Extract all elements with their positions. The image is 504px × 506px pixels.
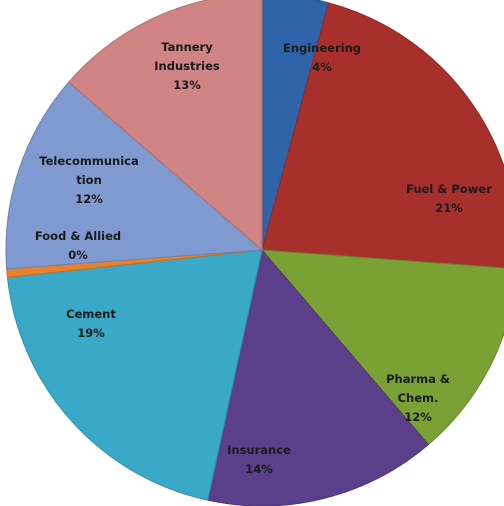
pie-slice-pharma xyxy=(260,249,504,446)
pie-labels: Engineering 4% Fuel & Power 21% Pharma & Chem… xyxy=(35,40,492,476)
slice-label-line: Fuel & Power xyxy=(406,182,492,196)
pie-slice-telecommunica xyxy=(5,81,264,270)
slice-label-line: Pharma & xyxy=(386,372,450,386)
slice-label-line: Industries xyxy=(154,59,220,73)
slice-label-line: Chem. xyxy=(398,391,439,405)
slice-label-line: Telecommunica xyxy=(39,154,138,168)
slice-label-food-allied: Food & Allied 0% xyxy=(35,229,121,262)
slice-label-tannery: Tannery Industries 13% xyxy=(154,40,220,92)
pie-slices xyxy=(5,0,504,506)
pie-slice-cement xyxy=(6,249,263,501)
slice-label-line: 21% xyxy=(435,201,463,215)
pie-slice-fuel-power xyxy=(261,2,504,269)
slice-label-line: Insurance xyxy=(227,443,291,457)
slice-label-line: tion xyxy=(76,173,102,187)
slice-label-line: 12% xyxy=(75,192,103,206)
slice-label-line: 13% xyxy=(173,78,201,92)
slice-label-line: 19% xyxy=(77,326,105,340)
slice-label-engineering: Engineering 4% xyxy=(283,41,361,74)
slice-label-fuel-power: Fuel & Power 21% xyxy=(406,182,492,215)
pie-slice-tannery xyxy=(68,0,263,252)
slice-label-telecommunica: Telecommunica tion 12% xyxy=(39,154,138,206)
slice-label-line: Cement xyxy=(66,307,116,321)
slice-label-line: 4% xyxy=(312,60,332,74)
slice-label-line: 14% xyxy=(245,462,273,476)
slice-label-line: 12% xyxy=(404,410,432,424)
pie-slice-insurance xyxy=(207,248,430,506)
slice-label-line: 0% xyxy=(68,248,88,262)
slice-label-cement: Cement 19% xyxy=(66,307,116,340)
slice-label-insurance: Insurance 14% xyxy=(227,443,291,476)
slice-label-line: Food & Allied xyxy=(35,229,121,243)
slice-label-pharma: Pharma & Chem. 12% xyxy=(386,372,450,424)
slice-label-line: Tannery xyxy=(161,40,213,54)
slice-label-line: Engineering xyxy=(283,41,361,55)
